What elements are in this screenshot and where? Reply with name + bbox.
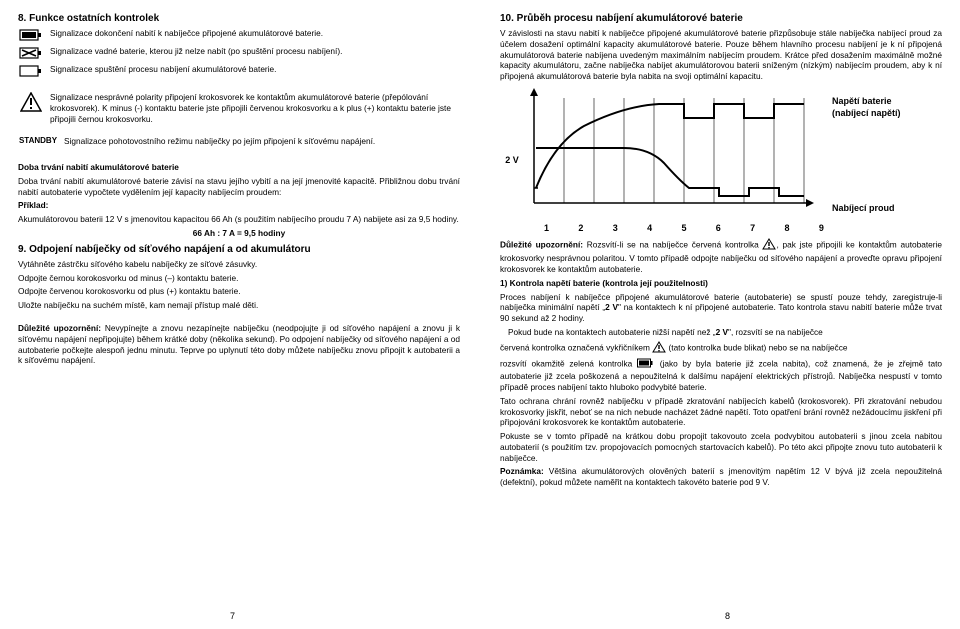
page-number-left: 7 [230,611,235,623]
battery-full-icon [637,358,655,371]
chart-label-voltage: Napětí baterie(nabíjecí napětí) [832,96,901,119]
chart-y-left: 2 V [500,88,524,234]
control-1-p1: Proces nabíjení k nabíječce připojené ak… [500,292,942,324]
control-1-title: 1) Kontrola napětí baterie (kontrola jej… [500,278,942,289]
indicator-text: Signalizace nesprávné polarity připojení… [50,92,460,124]
control-1-p6: Pokuste se v tomto případě na krátkou do… [500,431,942,463]
duration-title: Doba trvání nabití akumulátorové baterie [18,162,460,173]
battery-bad-icon [18,46,44,60]
sec9-step: Uložte nabíječku na suchém místě, kam ne… [18,300,460,311]
chart-label-current: Nabíjecí proud [832,203,901,215]
duration-text: Doba trvání nabití akumulátorové baterie… [18,176,460,198]
example-text: Akumulátorovou baterii 12 V s jmenovitou… [18,214,460,225]
polarity-warning: Důležité upozornění: Rozsvítí-li se na n… [500,238,942,274]
indicator-text: Signalizace vadné baterie, kterou již ne… [50,46,460,57]
battery-full-icon [18,28,44,42]
chart-area: 1 2 3 4 5 6 7 8 9 [524,88,826,234]
indicator-row-polarity: Signalizace nesprávné polarity připojení… [18,92,460,124]
indicator-text: Signalizace spuštění procesu nabíjení ak… [50,64,460,75]
indicator-row-charging: Signalizace spuštění procesu nabíjení ak… [18,64,460,78]
indicator-text: Signalizace pohotovostního režimu nabíje… [64,136,460,147]
sec9-step: Odpojte černou korokosvorku od minus (–)… [18,273,460,284]
right-page: 10. Průběh procesu nabíjení akumulátorov… [480,0,960,629]
page-number-right: 8 [725,611,730,623]
sec10-intro: V závislosti na stavu nabití k nabíječce… [500,28,942,82]
indicator-row-standby: STANDBY Signalizace pohotovostního režim… [18,136,460,147]
control-1-p4: rozsvítí okamžitě zelená kontrolka (jako… [500,358,942,392]
control-1-p2: Pokud bude na kontaktech autobaterie niž… [508,327,942,338]
sec9-step: Vytáhněte zástrčku síťového kabelu nabíj… [18,259,460,270]
section-9-title: 9. Odpojení nabíječky od síťového napáje… [18,243,460,256]
warning-paragraph: Důležité upozornění: Důležité upozornění… [18,323,460,366]
standby-label: STANDBY [18,136,58,146]
indicator-row-bad: Signalizace vadné baterie, kterou již ne… [18,46,460,60]
note: Poznámka: Většina akumulátorových olověn… [500,466,942,488]
section-8-title: 8. Funkce ostatních kontrolek [18,12,460,25]
control-1-p5: Tato ochrana chrání rovněž nabíječku v p… [500,396,942,428]
control-1-p3: červená kontrolka označená vykřičníkem (… [500,341,942,356]
warning-icon [652,341,666,356]
warning-icon [18,92,44,112]
chart-x-axis: 1 2 3 4 5 6 7 8 9 [542,221,826,235]
warning-icon [762,238,776,253]
example-label: Příklad: [18,200,460,211]
chart-y-right-labels: Napětí baterie(nabíjecí napětí) Nabíjecí… [826,88,901,234]
charging-chart: 2 V [500,88,942,234]
left-page: 8. Funkce ostatních kontrolek Signalizac… [0,0,480,629]
indicator-row-full: Signalizace dokončení nabití k nabíječce… [18,28,460,42]
indicator-text: Signalizace dokončení nabití k nabíječce… [50,28,460,39]
battery-empty-icon [18,64,44,78]
example-calc: 66 Ah : 7 A = 9,5 hodiny [18,228,460,239]
sec9-step: Odpojte červenou korokosvorku od plus (+… [18,286,460,297]
section-10-title: 10. Průběh procesu nabíjení akumulátorov… [500,12,942,25]
